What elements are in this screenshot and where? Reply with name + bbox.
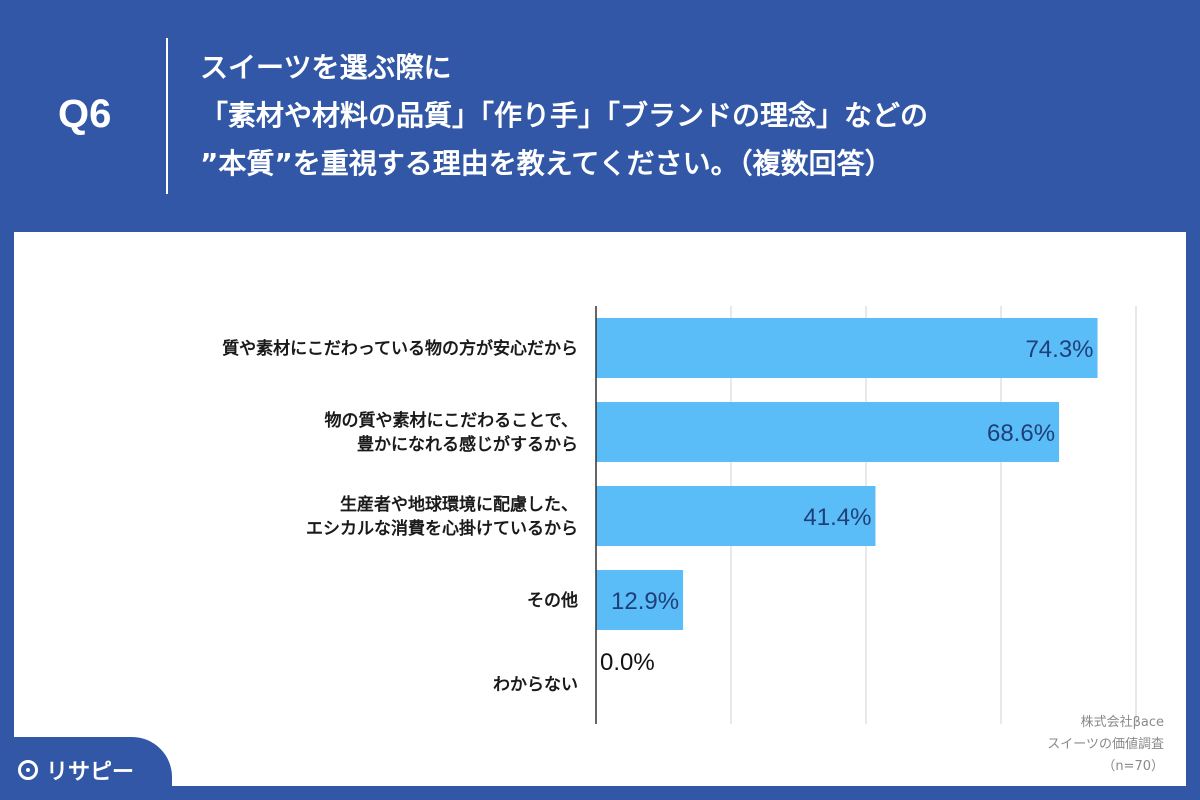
- source-survey: スイーツの価値調査: [1047, 737, 1164, 752]
- bar: [596, 570, 684, 630]
- source-sample-size: （n=70）: [1102, 759, 1164, 774]
- category-label: 質や素材にこだわっている物の方が安心だから: [222, 338, 578, 359]
- question-line: ”本質”を重視する理由を教えてください。（複数回答）: [200, 147, 893, 180]
- bar: [596, 486, 876, 546]
- question-line: スイーツを選ぶ際に: [200, 51, 452, 84]
- brand-logo: リサピー: [18, 754, 134, 786]
- category-label: 生産者や地球環境に配慮した、: [340, 494, 578, 515]
- category-label: エシカルな消費を心掛けているから: [306, 518, 578, 539]
- header-divider: [166, 38, 168, 194]
- category-label: 豊かになれる感じがするから: [357, 434, 578, 455]
- bar-value-label: 74.3%: [1025, 336, 1093, 363]
- chart-panel: 74.3% 質や素材にこだわっている物の方が安心だから 68.6% 物の質や素材にこだ…: [14, 232, 1186, 786]
- question-text: スイーツを選ぶ際に 「素材や材料の品質」「作り手」「ブランドの理念」などの ”本…: [200, 44, 1180, 188]
- bar-value-label: 68.6%: [987, 420, 1055, 447]
- bar-value-label: 41.4%: [803, 504, 871, 531]
- category-label: その他: [527, 590, 578, 611]
- category-label: 物の質や素材にこだわることで、: [325, 410, 578, 431]
- bar: [596, 402, 1060, 462]
- pin-icon: [18, 760, 38, 780]
- bar-value-label: 12.9%: [611, 588, 679, 615]
- category-label: わからない: [493, 675, 578, 695]
- logo-text: リサピー: [46, 760, 135, 785]
- source-note: 株式会社βace スイーツの価値調査 （n=70）: [1047, 712, 1164, 778]
- question-line: 「素材や材料の品質」「作り手」「ブランドの理念」などの: [200, 99, 929, 132]
- question-header: Q6 スイーツを選ぶ際に 「素材や材料の品質」「作り手」「ブランドの理念」などの…: [0, 0, 1200, 232]
- source-company: 株式会社βace: [1080, 715, 1164, 730]
- question-number: Q6: [58, 92, 112, 136]
- bar: [596, 318, 1098, 378]
- bar-chart: 74.3% 質や素材にこだわっている物の方が安心だから 68.6% 物の質や素材にこだ…: [222, 306, 1137, 724]
- bar-value-label: 0.0%: [600, 649, 655, 676]
